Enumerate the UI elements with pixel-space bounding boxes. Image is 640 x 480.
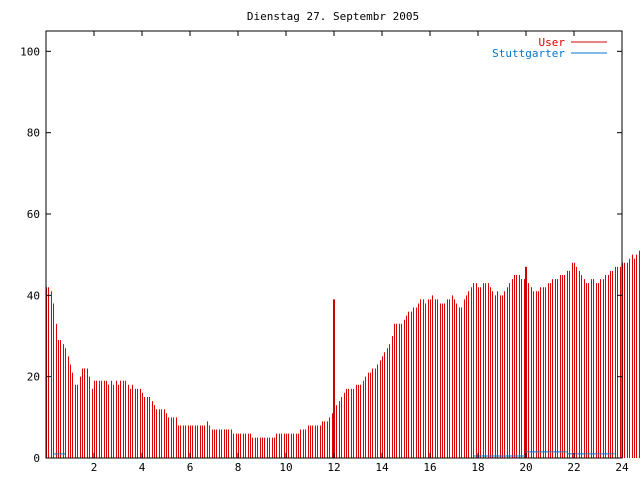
x-tick-label: 24	[615, 461, 629, 474]
x-tick-label: 20	[519, 461, 532, 474]
legend-stuttgarter-label: Stuttgarter	[492, 47, 565, 60]
x-tick-label: 18	[471, 461, 484, 474]
y-tick-label: 40	[27, 289, 40, 302]
x-tick-label: 2	[91, 461, 98, 474]
legend-user-label: User	[539, 36, 566, 49]
y-tick-label: 0	[33, 452, 40, 465]
y-axis-ticks: 0 20 40 60 80 100	[20, 45, 622, 465]
x-tick-label: 10	[279, 461, 292, 474]
user-bars	[46, 250, 640, 458]
highlight-bar	[525, 266, 527, 458]
x-tick-label: 4	[139, 461, 146, 474]
highlight-bars	[333, 266, 527, 458]
highlight-bar	[333, 299, 335, 458]
legend: User Stuttgarter	[492, 36, 607, 60]
y-tick-label: 20	[27, 371, 40, 384]
x-tick-label: 16	[423, 461, 436, 474]
y-tick-label: 60	[27, 208, 40, 221]
x-tick-label: 22	[567, 461, 580, 474]
chart-title: Dienstag 27. Septembr 2005	[247, 10, 419, 23]
x-tick-label: 12	[327, 461, 340, 474]
stuttgarter-series	[53, 451, 615, 457]
y-tick-label: 100	[20, 45, 40, 58]
y-tick-label: 80	[27, 127, 40, 140]
x-tick-label: 6	[187, 461, 194, 474]
x-tick-label: 8	[235, 461, 242, 474]
x-tick-label: 14	[375, 461, 389, 474]
x-axis-ticks: 2 4 6 8 10 12 14 16 18 20 22 24	[91, 31, 629, 474]
